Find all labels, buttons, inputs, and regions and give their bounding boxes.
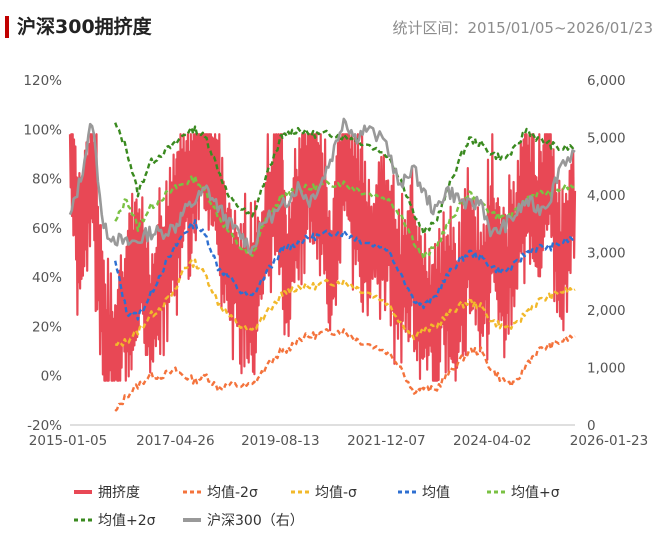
- y-left-tick-label: -20%: [27, 418, 62, 434]
- y-left-tick-label: 100%: [23, 122, 62, 138]
- legend: 拥挤度 均值-2σ 均值-σ 均值 均值+σ 均值+2σ 沪深300（右）: [74, 485, 560, 529]
- y-right-tick-label: 5,000: [587, 131, 626, 147]
- series-line-4: [114, 174, 576, 260]
- legend-label: 均值: [422, 485, 450, 501]
- series-line-1: [114, 328, 576, 412]
- y-axis-left: 120% 100% 80% 60% 40% 20% 0% -20%: [23, 73, 62, 434]
- y-left-tick-label: 40%: [32, 270, 62, 286]
- y-left-tick-label: 60%: [32, 221, 62, 237]
- y-left-tick-label: 0%: [41, 369, 63, 385]
- legend-label: 均值+2σ: [98, 513, 156, 529]
- legend-item: 均值-2σ: [183, 485, 258, 501]
- legend-item: 均值: [398, 485, 450, 501]
- series-line-0: [68, 133, 577, 382]
- y-right-tick-label: 6,000: [587, 73, 626, 89]
- legend-label: 均值-2σ: [207, 485, 258, 501]
- y-right-tick-label: 1,000: [587, 361, 626, 377]
- series-line-5: [114, 122, 576, 236]
- legend-item: 均值+2σ: [74, 513, 156, 529]
- x-tick-label: 2017-04-26: [136, 433, 214, 449]
- y-right-tick-label: 4,000: [587, 188, 626, 204]
- y-left-tick-label: 20%: [32, 319, 62, 335]
- series-line-3: [114, 219, 576, 321]
- series-line-6: [68, 117, 576, 255]
- legend-label: 拥挤度: [98, 485, 140, 501]
- legend-label: 沪深300（右）: [207, 513, 304, 529]
- legend-item: 沪深300（右）: [183, 513, 304, 529]
- plot-area: [68, 117, 577, 412]
- y-axis-right: 6,000 5,000 4,000 3,000 2,000 1,000 0: [587, 73, 626, 434]
- header: 沪深300拥挤度 统计区间：2015/01/05~2026/01/23: [0, 0, 663, 52]
- y-right-tick-label: 2,000: [587, 303, 626, 319]
- date-range-label: 统计区间：2015/01/05~2026/01/23: [392, 19, 653, 37]
- legend-item: 均值-σ: [291, 485, 357, 501]
- x-axis: 2015-01-05 2017-04-26 2019-08-13 2021-12-07…: [29, 424, 648, 449]
- y-left-tick-label: 120%: [23, 73, 62, 89]
- x-tick-label: 2021-12-07: [347, 433, 425, 449]
- x-tick-label: 2019-08-13: [241, 433, 319, 449]
- title-accent-bar: [5, 16, 9, 38]
- series-line-2: [114, 258, 576, 347]
- x-tick-label: 2015-01-05: [29, 433, 107, 449]
- y-left-tick-label: 80%: [32, 172, 62, 188]
- legend-label: 均值-σ: [315, 485, 357, 501]
- x-tick-label: 2024-04-02: [453, 433, 531, 449]
- y-right-tick-label: 0: [587, 418, 596, 434]
- legend-item: 拥挤度: [74, 485, 140, 501]
- legend-label: 均值+σ: [511, 485, 560, 501]
- x-tick-label: 2026-01-23: [570, 433, 648, 449]
- legend-item: 均值+σ: [487, 485, 560, 501]
- chart-title: 沪深300拥挤度: [17, 16, 152, 38]
- y-right-tick-label: 3,000: [587, 246, 626, 262]
